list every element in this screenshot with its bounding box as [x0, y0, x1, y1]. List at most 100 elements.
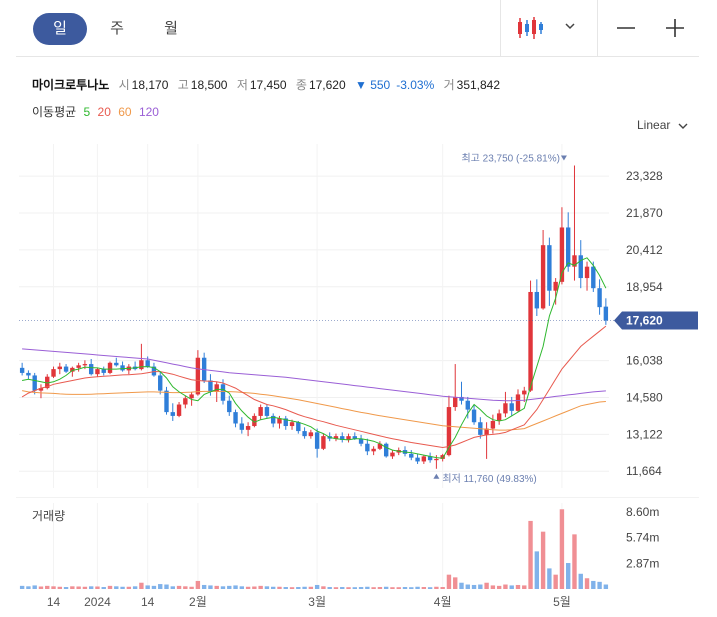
candle-body: [528, 291, 533, 391]
volume-bar: [227, 585, 232, 589]
candle-body: [333, 436, 339, 439]
volume-bar: [132, 586, 138, 589]
candle-body: [352, 436, 357, 439]
high-value: 18,500: [190, 78, 228, 92]
volume-bar: [308, 586, 314, 589]
candle-body: [603, 306, 609, 321]
volume-bar: [170, 586, 175, 589]
volume-chart[interactable]: 8.60m 5.74m 2.87m 14 2024 14 2월 3월 4월 5월: [16, 497, 699, 617]
candle-body: [120, 365, 125, 371]
close-label: 종: [295, 78, 307, 92]
volume-tick-label: 8.60m: [626, 505, 659, 519]
volume-bar: [201, 584, 207, 589]
candle-body: [465, 400, 470, 410]
candle-body: [233, 412, 238, 424]
x-tick-label: 14: [47, 595, 61, 609]
volume-bar: [327, 587, 332, 589]
volume-bar: [453, 577, 458, 589]
candle-body: [45, 376, 50, 389]
volume-bar: [365, 586, 370, 589]
volume-bar: [484, 582, 489, 589]
volume-bar: [534, 551, 540, 589]
high-marker-arrow: [560, 155, 567, 161]
candle-body: [208, 380, 213, 392]
volume-bar: [258, 585, 263, 589]
volume-bar: [289, 587, 295, 589]
tab-monthly[interactable]: 월: [164, 20, 178, 37]
volume-label: 거: [443, 78, 455, 92]
price-summary: 마이크로투나노 시 18,170 고 18,500 저 17,450 종 17,620 …: [32, 76, 506, 93]
period-tab-bar: 일 주 월: [16, 0, 699, 57]
x-tick-label: 5월: [553, 595, 571, 609]
candle-body: [51, 369, 56, 377]
moving-average-label: 이동평균: [32, 105, 77, 119]
chart-widget: 일 주 월 마이크로투나노 시 18,1: [16, 0, 699, 617]
candle-body: [176, 404, 182, 416]
volume-bar: [239, 586, 245, 589]
candle-body: [515, 394, 521, 411]
candle-body: [88, 364, 94, 375]
tab-daily[interactable]: 일: [33, 13, 87, 45]
candle-body: [321, 436, 326, 449]
volume-bar: [302, 586, 307, 589]
volume-value: 351,842: [456, 78, 501, 92]
volume-bar: [120, 586, 125, 589]
candle-body: [459, 396, 464, 401]
candlestick-icon[interactable]: [516, 14, 546, 42]
ma120-line: [22, 348, 606, 402]
candle-body: [158, 375, 163, 391]
volume-bar: [277, 586, 282, 589]
candle-body: [540, 245, 546, 309]
current-price-label: 17,620: [626, 314, 663, 328]
candle-body: [95, 369, 100, 375]
open-label: 시: [118, 78, 130, 92]
volume-bar: [553, 574, 558, 589]
chevron-down-icon[interactable]: [562, 18, 578, 34]
candle-body: [302, 431, 307, 437]
volume-bar: [603, 584, 609, 589]
volume-bar: [446, 574, 452, 589]
candle-body: [283, 418, 288, 427]
volume-bar: [440, 587, 445, 589]
toolbar-divider: [597, 0, 598, 56]
volume-bar: [340, 587, 345, 589]
volume-bar: [421, 587, 427, 589]
current-price-tag: [614, 311, 698, 330]
volume-bar: [540, 531, 546, 589]
ma5-line: [21, 257, 607, 459]
plus-icon[interactable]: [663, 16, 687, 40]
scale-selector[interactable]: Linear: [637, 118, 689, 132]
volume-bar: [126, 586, 132, 589]
volume-bar: [396, 587, 401, 589]
volume-bar: [271, 586, 276, 589]
volume-bar: [547, 568, 552, 589]
candle-body: [340, 436, 345, 440]
volume-bar: [151, 585, 157, 589]
candle-body: [32, 375, 37, 391]
volume-bar: [597, 581, 602, 589]
volume-bar: [503, 584, 508, 589]
candle-body: [170, 412, 175, 416]
volume-bar: [158, 584, 163, 589]
x-tick-label: 3월: [308, 595, 326, 609]
candle-body: [145, 360, 150, 367]
price-chart[interactable]: 최고 23,750 (-25.81%) 최저 11,760 (49.83%) 23…: [16, 138, 699, 498]
volume-bar: [390, 587, 395, 589]
volume-bar: [402, 587, 408, 589]
candle-body: [70, 367, 75, 372]
volume-bar: [528, 520, 533, 589]
tab-weekly[interactable]: 주: [110, 20, 124, 37]
candle-body: [490, 420, 496, 429]
ma-120-label: 120: [138, 105, 159, 119]
high-label: 고: [177, 78, 189, 92]
volume-bar: [195, 580, 201, 589]
candle-body: [183, 398, 188, 405]
candle-body: [189, 394, 194, 399]
volume-bar: [19, 585, 25, 589]
volume-bar: [591, 580, 596, 589]
volume-bar: [51, 586, 56, 589]
change-percent: -3.03%: [396, 78, 435, 92]
minus-icon[interactable]: [614, 16, 638, 40]
volume-bar: [459, 582, 464, 589]
volume-bar: [572, 534, 577, 589]
